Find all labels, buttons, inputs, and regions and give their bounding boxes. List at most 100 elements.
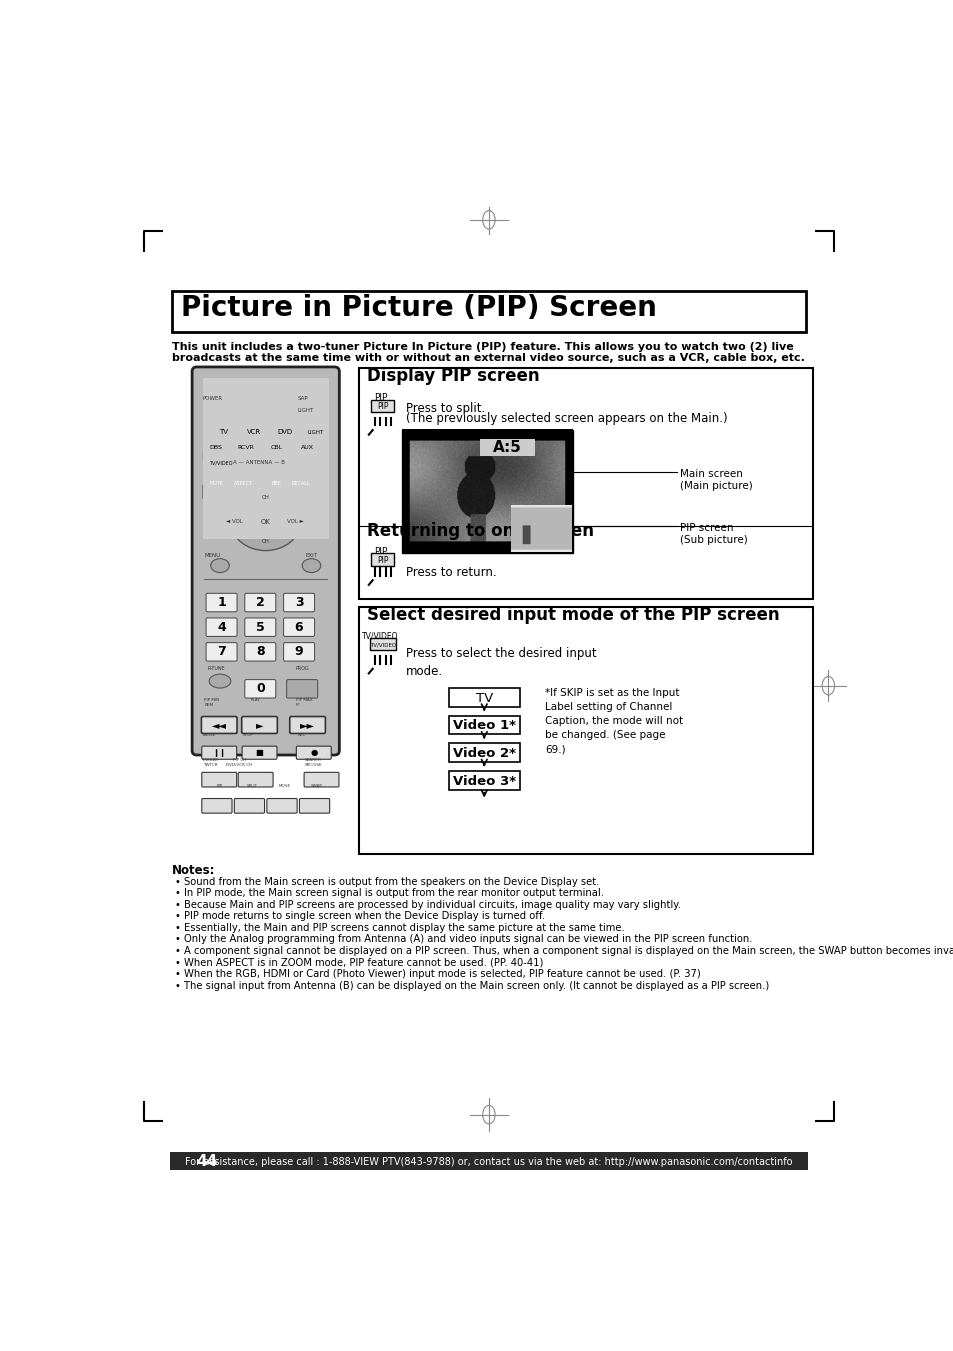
Bar xyxy=(479,439,535,457)
FancyBboxPatch shape xyxy=(245,617,275,636)
Text: This unit includes a two-tuner Picture In Picture (PIP) feature. This allows you: This unit includes a two-tuner Picture I… xyxy=(172,342,804,363)
Text: Main screen
(Main picture): Main screen (Main picture) xyxy=(679,469,752,490)
Text: POWER: POWER xyxy=(202,396,222,401)
Text: PIP CH
DVD/VCR CH: PIP CH DVD/VCR CH xyxy=(226,758,253,767)
FancyBboxPatch shape xyxy=(299,798,330,813)
Bar xyxy=(359,369,812,600)
Text: 2: 2 xyxy=(255,596,264,609)
Text: A:5: A:5 xyxy=(493,440,521,455)
Text: LIGHT: LIGHT xyxy=(308,430,324,435)
Text: TV: TV xyxy=(476,692,493,704)
Bar xyxy=(371,554,394,566)
Text: VOL ►: VOL ► xyxy=(287,519,303,524)
Text: PAUSE: PAUSE xyxy=(203,734,216,738)
FancyBboxPatch shape xyxy=(202,773,236,788)
Text: • In PIP mode, the Main screen signal is output from the rear monitor output ter: • In PIP mode, the Main screen signal is… xyxy=(174,888,603,898)
Text: 3: 3 xyxy=(294,596,303,609)
Bar xyxy=(170,1151,807,1170)
FancyBboxPatch shape xyxy=(192,367,339,755)
Ellipse shape xyxy=(302,559,320,573)
Text: TV: TV xyxy=(218,428,228,435)
FancyBboxPatch shape xyxy=(203,449,229,462)
FancyBboxPatch shape xyxy=(267,798,296,813)
FancyBboxPatch shape xyxy=(234,798,264,813)
FancyBboxPatch shape xyxy=(202,798,232,813)
Text: TV/VIDEO: TV/VIDEO xyxy=(362,632,398,640)
Text: PIP: PIP xyxy=(375,393,388,403)
Text: Press to select the desired input
mode.: Press to select the desired input mode. xyxy=(406,647,596,678)
Text: PLAY: PLAY xyxy=(251,698,260,703)
Bar xyxy=(204,466,236,477)
Text: • When ASPECT is in ZOOM mode, PIP feature cannot be used. (PP. 40-41): • When ASPECT is in ZOOM mode, PIP featu… xyxy=(174,958,543,967)
Bar xyxy=(369,638,395,650)
FancyBboxPatch shape xyxy=(241,716,277,734)
Text: • Essentially, the Main and PIP screens cannot display the same picture at the s: • Essentially, the Main and PIP screens … xyxy=(174,923,624,934)
FancyBboxPatch shape xyxy=(304,773,338,788)
Text: Notes:: Notes: xyxy=(172,865,215,877)
Text: ASPECT: ASPECT xyxy=(233,481,253,485)
FancyBboxPatch shape xyxy=(210,434,236,447)
Text: • Only the Analog programming from Antenna (A) and video inputs signal can be vi: • Only the Analog programming from Anten… xyxy=(174,935,752,944)
FancyBboxPatch shape xyxy=(240,434,268,447)
Text: PIP MAX: PIP MAX xyxy=(295,698,313,703)
Text: Picture in Picture (PIP) Screen: Picture in Picture (PIP) Screen xyxy=(181,295,657,323)
Bar xyxy=(448,743,519,762)
Text: TV/VIDEO: TV/VIDEO xyxy=(209,461,233,466)
Text: PIP: PIP xyxy=(376,403,388,412)
Text: 0: 0 xyxy=(255,682,264,696)
Text: Press to return.: Press to return. xyxy=(406,566,497,580)
FancyBboxPatch shape xyxy=(272,434,298,447)
Text: PIP: PIP xyxy=(216,785,222,788)
Text: EXIT: EXIT xyxy=(305,553,317,558)
Text: ►►: ►► xyxy=(300,720,314,730)
Text: *If SKIP is set as the Input
Label setting of Channel
Caption, the mode will not: *If SKIP is set as the Input Label setti… xyxy=(545,688,683,754)
FancyBboxPatch shape xyxy=(245,593,275,612)
Bar xyxy=(203,378,328,539)
Text: • PIP mode returns to single screen when the Device Display is turned off.: • PIP mode returns to single screen when… xyxy=(174,912,544,921)
Text: • Because Main and PIP screens are processed by individual circuits, image quali: • Because Main and PIP screens are proce… xyxy=(174,900,680,909)
Text: PROG: PROG xyxy=(295,666,310,670)
FancyBboxPatch shape xyxy=(206,593,236,612)
Text: CH: CH xyxy=(261,496,270,500)
Text: 8: 8 xyxy=(255,646,264,658)
Ellipse shape xyxy=(218,393,240,412)
FancyBboxPatch shape xyxy=(283,617,314,636)
Ellipse shape xyxy=(231,493,300,551)
Text: PIP screen
(Sub picture): PIP screen (Sub picture) xyxy=(679,523,746,544)
Bar xyxy=(448,771,519,790)
Text: FF: FF xyxy=(295,703,300,707)
Bar xyxy=(402,430,572,554)
Text: 7: 7 xyxy=(217,646,226,658)
Text: DBS: DBS xyxy=(210,444,222,450)
Bar xyxy=(448,688,519,707)
FancyBboxPatch shape xyxy=(233,449,258,462)
Text: SEARCH
SRC/USE: SEARCH SRC/USE xyxy=(305,758,323,767)
FancyBboxPatch shape xyxy=(294,449,320,462)
Text: Returning to one screen: Returning to one screen xyxy=(367,523,594,540)
Text: For assistance, please call : 1-888-VIEW PTV(843-9788) or, contact us via the we: For assistance, please call : 1-888-VIEW… xyxy=(185,1156,792,1166)
Text: SWAP: SWAP xyxy=(311,785,322,788)
Text: Press to split.: Press to split. xyxy=(406,403,485,415)
FancyBboxPatch shape xyxy=(245,680,275,698)
Ellipse shape xyxy=(374,422,391,442)
Text: Video 1*: Video 1* xyxy=(453,719,516,732)
Text: MENU: MENU xyxy=(204,553,220,558)
Text: CBL: CBL xyxy=(271,444,282,450)
Bar xyxy=(448,716,519,734)
Text: • Sound from the Main screen is output from the speakers on the Device Display s: • Sound from the Main screen is output f… xyxy=(174,877,598,886)
Text: 9: 9 xyxy=(294,646,303,658)
Text: MUTE: MUTE xyxy=(209,481,223,485)
FancyBboxPatch shape xyxy=(290,716,325,734)
Text: DVD: DVD xyxy=(277,428,293,435)
Text: SPLIT: SPLIT xyxy=(246,785,257,788)
Text: ◄◄: ◄◄ xyxy=(212,720,227,730)
Text: PIP: PIP xyxy=(376,555,388,565)
Text: CH: CH xyxy=(261,539,270,543)
Ellipse shape xyxy=(211,559,229,573)
Bar xyxy=(359,607,812,854)
Text: OK: OK xyxy=(260,519,271,524)
FancyBboxPatch shape xyxy=(230,484,256,500)
Text: VCR: VCR xyxy=(247,428,261,435)
Ellipse shape xyxy=(374,571,391,593)
Text: Select desired input mode of the PIP screen: Select desired input mode of the PIP scr… xyxy=(367,607,779,624)
